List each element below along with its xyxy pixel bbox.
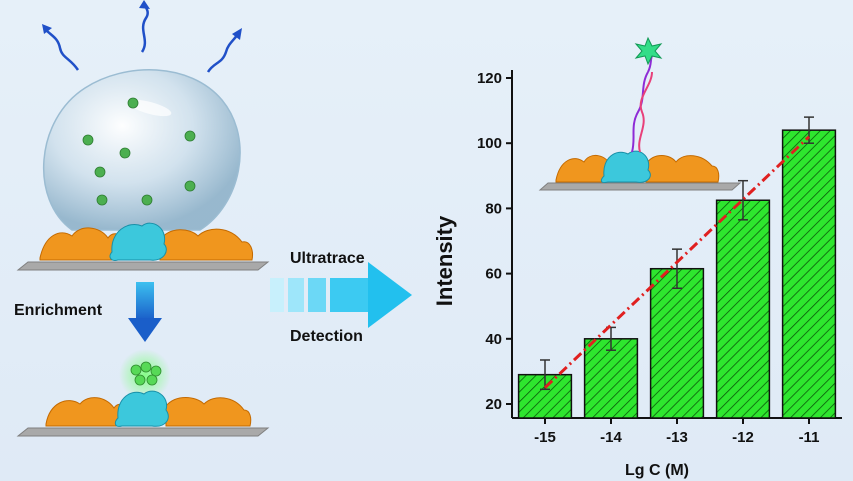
wavy-arrow-icon [206, 33, 240, 73]
substrate-plate [16, 261, 270, 271]
bar [781, 129, 837, 419]
inset-protein-layer [555, 150, 720, 183]
receptor-molecule [109, 222, 167, 261]
signal-glow [119, 349, 171, 401]
y-tick-label: 20 [485, 396, 502, 413]
enriched-analytes [130, 361, 162, 386]
fluorophore-star-icon [634, 36, 663, 66]
enrichment-arrow-shaft [136, 282, 154, 320]
evaporation-arrows [42, 0, 242, 73]
y-tick-label: 100 [477, 135, 502, 152]
y-tick-label: 60 [485, 266, 502, 283]
enrichment-label: Enrichment [14, 302, 103, 319]
detection-arrow [270, 262, 412, 328]
chart-labels: 20 40 60 80 100 120 -15 -14 -13 -12 -11 Lg C (M) Int… [432, 70, 819, 479]
y-axis-title: Intensity [432, 215, 457, 306]
inset-receptor-molecule [600, 150, 651, 183]
x-axis-title: Lg C (M) [625, 462, 689, 479]
bar [649, 267, 705, 419]
droplet-highlight [128, 99, 172, 117]
detection-arrowhead-icon [368, 262, 412, 328]
wavy-arrowhead-icon [139, 0, 150, 9]
substrate-plate [16, 427, 270, 437]
y-tick-label: 120 [477, 70, 502, 87]
receptor-molecule [114, 390, 169, 427]
enrichment-arrowhead-icon [128, 318, 162, 342]
y-tick-label: 40 [485, 331, 502, 348]
x-tick-label: -13 [666, 429, 688, 446]
bar [583, 338, 639, 419]
wavy-arrowhead-icon [42, 24, 52, 34]
protein-layer [45, 390, 252, 427]
x-tick-label: -12 [732, 429, 754, 446]
wavy-arrow-icon [45, 29, 80, 71]
chart-bars [517, 129, 837, 419]
analyte-molecules [82, 97, 196, 206]
ultratrace-label: Ultratrace [290, 250, 365, 267]
bar [715, 199, 771, 419]
wavy-arrowhead-icon [232, 28, 242, 40]
x-tick-label: -11 [799, 429, 820, 446]
x-tick-label: -15 [534, 429, 556, 446]
y-tick-label: 80 [485, 200, 502, 217]
detection-label: Detection [290, 328, 363, 345]
regression-line [543, 135, 811, 389]
inset-substrate-plate [538, 182, 742, 191]
x-tick-label: -14 [600, 429, 622, 446]
protein-layer [39, 222, 253, 261]
